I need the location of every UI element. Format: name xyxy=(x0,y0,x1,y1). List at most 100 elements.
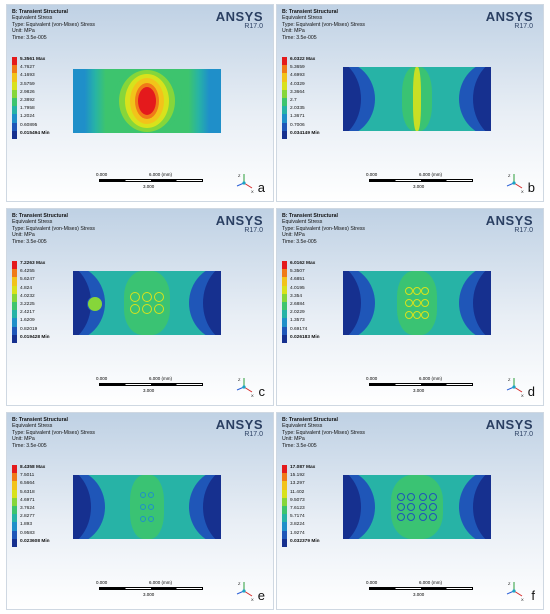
legend-max: 7.2263 Max xyxy=(20,261,46,266)
result-header: B: Transient Structural Equivalent Stres… xyxy=(12,9,95,41)
legend-swatch xyxy=(12,57,17,66)
legend-swatch xyxy=(282,114,287,123)
legend-swatch xyxy=(12,489,17,498)
legend-value: 2.4217 xyxy=(20,310,35,316)
legend-value: 3.5759 xyxy=(20,81,35,87)
legend-swatch xyxy=(12,114,17,123)
result-time: Time: 3.5e-005 xyxy=(12,442,47,449)
stress-contour-plot xyxy=(343,475,491,539)
legend-value: 3.3664 xyxy=(290,89,305,95)
legend-value: 0.82019 xyxy=(20,326,38,332)
legend-swatch xyxy=(12,106,17,115)
legend-swatch xyxy=(282,89,287,98)
panel-label: f xyxy=(531,588,535,603)
result-unit: Unit: MPa xyxy=(282,232,305,239)
stress-panel-d: B: Transient Structural Equivalent Stres… xyxy=(276,208,544,406)
stress-panel-e: B: Transient Structural Equivalent Stres… xyxy=(6,412,274,610)
stress-contour-plot xyxy=(73,69,221,133)
legend-value: 5.7174 xyxy=(290,514,305,520)
scale-mid: 3.000 xyxy=(413,184,425,189)
result-type: Type: Equivalent (von-Mises) Stress xyxy=(12,21,96,28)
brand-version: R17.0 xyxy=(244,431,263,438)
legend-swatch xyxy=(12,301,17,311)
stress-panel-f: B: Transient Structural Equivalent Stres… xyxy=(276,412,544,610)
svg-text:X: X xyxy=(251,189,254,193)
legend-value: 13.297 xyxy=(290,481,305,487)
ansys-logo: ANSYS R17.0 xyxy=(216,214,263,235)
stress-contour-plot xyxy=(343,271,491,335)
legend-swatch xyxy=(12,269,17,278)
scale-end: 6.000 (mm) xyxy=(419,580,443,585)
result-header: B: Transient Structural Equivalent Stres… xyxy=(12,213,95,245)
legend-value: 4.6993 xyxy=(290,73,305,79)
panel-label: a xyxy=(257,180,265,195)
legend-swatch xyxy=(12,97,17,107)
legend-swatch xyxy=(282,334,287,343)
legend-swatch xyxy=(282,326,287,335)
svg-text:Z: Z xyxy=(238,173,241,178)
ansys-logo: ANSYS R17.0 xyxy=(486,10,533,31)
result-quantity: Equivalent Stress xyxy=(12,219,53,226)
result-time: Time: 3.5e-005 xyxy=(282,34,317,41)
svg-text:X: X xyxy=(521,597,524,601)
legend-value: 0.9583 xyxy=(20,530,35,536)
legend-swatch xyxy=(12,514,17,523)
ansys-logo: ANSYS R17.0 xyxy=(216,418,263,439)
legend-swatch xyxy=(282,57,287,66)
legend-swatch xyxy=(282,73,287,82)
scale-start: 0.000 xyxy=(366,580,378,585)
analysis-type: B: Transient Structural xyxy=(12,417,68,423)
scale-end: 6.000 (mm) xyxy=(149,580,173,585)
legend-swatch xyxy=(282,505,287,515)
result-header: B: Transient Structural Equivalent Stres… xyxy=(282,213,365,245)
legend-value: 6.5664 xyxy=(20,481,35,487)
result-unit: Unit: MPa xyxy=(12,28,35,35)
result-type: Type: Equivalent (von-Mises) Stress xyxy=(282,429,366,436)
brand-name: ANSYS xyxy=(215,417,263,432)
scale-start: 0.000 xyxy=(96,376,108,381)
legend-swatch xyxy=(282,81,287,90)
axis-triad-icon: Z X xyxy=(236,173,254,193)
legend-value: 15.192 xyxy=(290,473,305,479)
scale-bar: 0.000 6.000 (mm) 3.000 xyxy=(366,579,473,601)
panel-label: d xyxy=(527,384,535,399)
brand-version: R17.0 xyxy=(244,23,263,30)
legend-swatch xyxy=(12,89,17,98)
legend-swatch xyxy=(282,293,287,302)
legend-swatch xyxy=(12,530,17,539)
svg-text:Z: Z xyxy=(238,581,241,586)
result-type: Type: Equivalent (von-Mises) Stress xyxy=(12,225,96,232)
legend-swatch xyxy=(282,473,287,482)
ansys-logo: ANSYS R17.0 xyxy=(486,214,533,235)
legend-value: 2.7 xyxy=(290,97,297,103)
axis-triad-icon: Z X xyxy=(236,377,254,397)
legend-swatch xyxy=(282,261,287,270)
legend-swatch xyxy=(282,277,287,286)
scale-bar-graphic xyxy=(99,383,203,386)
svg-text:X: X xyxy=(521,393,524,397)
legend-value: 3.7624 xyxy=(20,505,35,511)
brand-version: R17.0 xyxy=(514,227,533,234)
result-quantity: Equivalent Stress xyxy=(282,423,323,430)
legend-swatch xyxy=(282,514,287,523)
ansys-logo: ANSYS R17.0 xyxy=(486,418,533,439)
legend-max: 6.0322 Max xyxy=(290,57,316,62)
legend-value: 1.893 xyxy=(20,522,33,528)
legend-value: 3.2225 xyxy=(20,301,35,307)
panel-label: c xyxy=(258,384,266,399)
legend-value: 5.3659 xyxy=(290,65,305,71)
svg-text:X: X xyxy=(251,393,254,397)
legend-value: 7.5011 xyxy=(20,473,35,479)
result-type: Type: Equivalent (von-Mises) Stress xyxy=(282,21,366,28)
legend-swatch xyxy=(12,277,17,286)
panel-label: b xyxy=(527,180,535,195)
stress-contour-plot xyxy=(343,67,491,131)
legend-min: 0.034149 Min xyxy=(290,130,320,136)
legend-value: 6.4255 xyxy=(20,269,35,275)
legend-value: 5.6247 xyxy=(20,277,35,283)
analysis-type: B: Transient Structural xyxy=(282,417,338,423)
legend-swatch xyxy=(12,122,17,131)
brand-name: ANSYS xyxy=(215,213,263,228)
analysis-type: B: Transient Structural xyxy=(282,213,338,219)
axis-triad-icon: Z X xyxy=(506,173,524,193)
